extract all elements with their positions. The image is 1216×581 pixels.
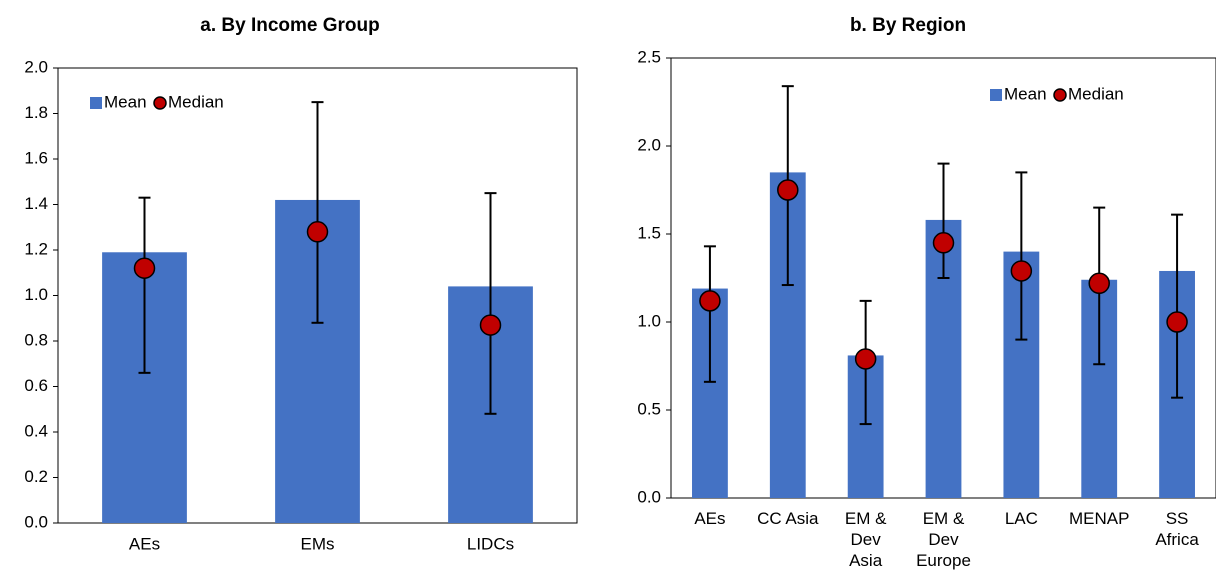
y-tick-label: 0.0 [24,512,48,531]
y-tick-label: 1.4 [24,194,48,213]
y-tick-label: 2.0 [24,57,48,76]
median-marker [306,221,329,243]
legend-swatch [990,89,1002,101]
x-tick-label: EMs [301,534,335,553]
median-marker [1088,272,1110,295]
legend-label: Mean [104,92,147,111]
median-marker [854,348,877,370]
legend-label: Mean [1004,84,1047,103]
y-tick-label: 1.5 [637,223,661,242]
median-marker [1010,260,1033,282]
median-marker [777,179,799,201]
y-tick-label: 1.6 [24,148,48,167]
y-tick-label: 0.2 [24,467,48,486]
y-tick-label: 0.4 [24,421,48,440]
x-tick-label: LIDCs [467,534,514,553]
x-tick-label: AEs [129,534,160,553]
x-tick-label: EM & Dev Asia [845,509,887,570]
y-tick-label: 0.8 [24,330,48,349]
median-marker [699,290,721,312]
x-tick-label: CC Asia [757,509,819,528]
chart-title: a. By Income Group [200,15,379,36]
y-tick-label: 0.5 [637,399,661,418]
y-tick-label: 2.0 [637,135,661,154]
y-tick-label: 2.5 [637,47,661,66]
legend-marker [153,96,167,110]
legend-swatch [90,97,102,109]
median-marker [479,314,502,336]
legend-marker [1053,88,1067,102]
y-tick-label: 1.0 [637,311,661,330]
median-marker [932,232,955,254]
x-tick-label: EM & Dev Europe [916,509,971,570]
x-tick-label: LAC [1005,509,1038,528]
y-tick-label: 1.8 [24,103,48,122]
legend-label: Median [168,92,224,111]
y-tick-label: 0.0 [637,487,661,506]
y-tick-label: 1.0 [24,285,48,304]
x-tick-label: SS Africa [1155,509,1199,549]
median-marker [1166,311,1188,333]
x-tick-label: AEs [694,509,725,528]
x-tick-label: MENAP [1069,509,1129,528]
chart-title: b. By Region [850,15,966,36]
y-tick-label: 0.6 [24,376,48,395]
median-marker [133,257,156,279]
y-tick-label: 1.2 [24,239,48,258]
legend-label: Median [1068,84,1124,103]
